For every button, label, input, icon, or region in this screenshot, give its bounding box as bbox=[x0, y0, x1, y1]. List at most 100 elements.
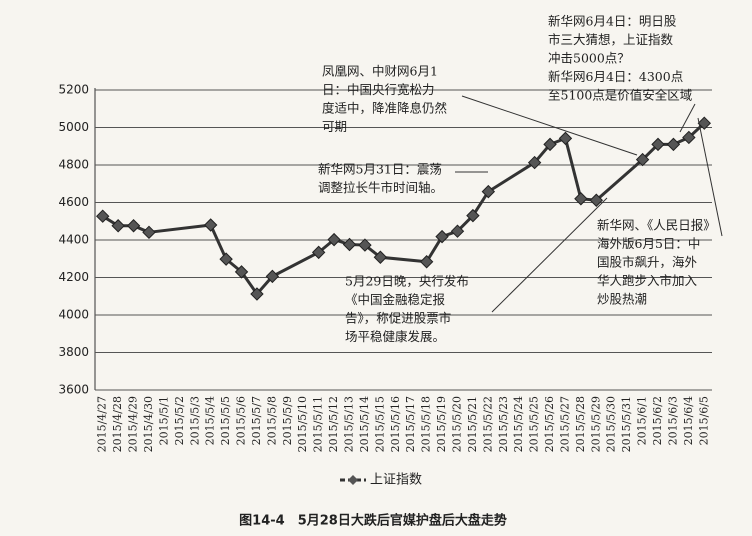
gap-connector bbox=[148, 223, 211, 234]
x-tick-label: 2015/5/1 bbox=[157, 396, 170, 445]
x-tick-label: 2015/5/27 bbox=[558, 396, 571, 452]
data-marker bbox=[373, 250, 388, 264]
data-marker bbox=[481, 184, 496, 199]
data-marker bbox=[527, 155, 542, 170]
y-tick-label: 4000 bbox=[58, 308, 89, 322]
x-tick-label: 2015/5/3 bbox=[188, 396, 201, 445]
data-marker bbox=[666, 137, 681, 152]
data-marker bbox=[126, 219, 141, 233]
y-tick-label: 5000 bbox=[58, 120, 89, 134]
data-marker bbox=[574, 192, 588, 206]
x-tick-label: 2015/5/12 bbox=[327, 396, 340, 452]
x-tick-label: 2015/6/4 bbox=[682, 396, 695, 445]
x-tick-label: 2015/5/22 bbox=[481, 396, 494, 452]
x-tick-label: 2015/5/14 bbox=[358, 396, 371, 452]
x-tick-label: 2015/6/5 bbox=[697, 396, 710, 445]
annotation-leader bbox=[679, 103, 696, 133]
x-tick-label: 2015/5/16 bbox=[389, 396, 402, 452]
data-marker bbox=[142, 225, 156, 240]
x-tick-label: 2015/4/29 bbox=[127, 396, 140, 452]
y-tick-label: 4200 bbox=[58, 270, 89, 284]
y-tick-label: 3600 bbox=[58, 383, 89, 397]
data-marker bbox=[419, 255, 434, 269]
annotation-text: 告》，称促进股票市 bbox=[345, 311, 451, 326]
data-marker bbox=[682, 130, 696, 145]
x-tick-label: 2015/5/28 bbox=[574, 396, 587, 452]
data-marker bbox=[358, 238, 372, 252]
gap-connector bbox=[380, 255, 427, 264]
x-tick-label: 2015/4/27 bbox=[96, 396, 109, 452]
annotation-text: 至5100点是价值安全区域 bbox=[548, 88, 692, 103]
annotation-text: 华人跑步入市加入 bbox=[597, 273, 698, 288]
x-tick-label: 2015/5/13 bbox=[343, 396, 356, 452]
data-marker bbox=[466, 208, 480, 223]
x-tick-label: 2015/5/9 bbox=[281, 396, 294, 445]
x-tick-label: 2015/5/17 bbox=[404, 396, 417, 452]
y-tick-label: 4600 bbox=[58, 195, 89, 209]
annotation-text: 可期 bbox=[322, 119, 347, 134]
x-tick-label: 2015/5/23 bbox=[497, 396, 510, 452]
annotation-text: 炒股热潮 bbox=[597, 292, 647, 307]
x-tick-label: 2015/5/15 bbox=[373, 396, 386, 452]
data-marker bbox=[651, 137, 665, 152]
annotation-text: 度适中，降准降息仍然 bbox=[322, 101, 447, 116]
x-tick-label: 2015/5/21 bbox=[466, 396, 479, 452]
data-marker bbox=[435, 229, 449, 244]
annotation-text: 凤凰网、中财网6月1 bbox=[322, 64, 438, 79]
gap-connector bbox=[271, 251, 320, 278]
x-tick-label: 2015/4/30 bbox=[142, 396, 155, 452]
annotation-text: 日：中国央行宽松力 bbox=[322, 82, 435, 97]
x-tick-label: 2015/6/2 bbox=[651, 396, 664, 445]
chart-caption: 图14-4 5月28日大跌后官媒护盘后大盘走势 bbox=[239, 513, 507, 529]
x-tick-label: 2015/5/2 bbox=[173, 396, 186, 445]
annotation-text: 市三大猜想，上证指数 bbox=[548, 32, 674, 47]
annotation-leader bbox=[491, 197, 608, 313]
annotation-text: 新华网、《人民日报》 bbox=[597, 218, 716, 233]
data-marker bbox=[558, 131, 573, 146]
x-tick-label: 2015/5/7 bbox=[250, 396, 263, 445]
legend-marker bbox=[348, 475, 358, 485]
x-tick-label: 2015/5/10 bbox=[296, 396, 309, 452]
x-tick-label: 2015/5/4 bbox=[204, 396, 217, 445]
data-marker bbox=[219, 252, 233, 266]
x-tick-label: 2015/6/1 bbox=[636, 396, 649, 445]
x-tick-label: 2015/6/3 bbox=[666, 396, 679, 445]
x-tick-label: 2015/5/11 bbox=[312, 396, 325, 452]
annotation-text: 5月29日晚，央行发布 bbox=[345, 274, 469, 289]
x-tick-label: 2015/5/19 bbox=[435, 396, 448, 452]
y-tick-label: 3800 bbox=[58, 345, 89, 359]
annotation-text: 场平稳健康发展。 bbox=[345, 329, 445, 344]
x-tick-label: 2015/5/25 bbox=[528, 396, 541, 452]
x-tick-label: 2015/5/29 bbox=[589, 396, 602, 452]
data-marker bbox=[327, 232, 341, 247]
y-tick-label: 4400 bbox=[58, 233, 89, 247]
gap-connector bbox=[487, 161, 536, 193]
annotation-text: 海外版6月5日：中 bbox=[597, 236, 700, 251]
x-tick-label: 2015/5/18 bbox=[420, 396, 433, 452]
series-line bbox=[101, 214, 150, 234]
data-marker bbox=[111, 219, 125, 233]
legend-label: 上证指数 bbox=[370, 473, 422, 488]
data-marker bbox=[543, 137, 557, 152]
x-tick-label: 2015/5/30 bbox=[605, 396, 618, 452]
annotation-text: 调整拉长牛市时间轴。 bbox=[318, 180, 443, 195]
data-marker bbox=[697, 116, 711, 130]
x-tick-label: 2015/5/24 bbox=[512, 396, 525, 452]
data-marker bbox=[250, 287, 264, 301]
annotation-text: 《中国金融稳定报 bbox=[345, 292, 446, 307]
x-tick-label: 2015/5/6 bbox=[235, 396, 248, 445]
annotation-leader bbox=[697, 117, 723, 237]
data-marker bbox=[203, 218, 218, 232]
y-tick-label: 4800 bbox=[58, 158, 89, 172]
annotation-text: 国股市飙升，海外 bbox=[597, 255, 698, 270]
data-marker bbox=[635, 152, 650, 167]
x-tick-label: 2015/5/31 bbox=[620, 396, 633, 452]
data-marker bbox=[450, 224, 465, 238]
data-marker bbox=[234, 265, 249, 279]
annotation-text: 新华网5月31日：震荡 bbox=[318, 162, 442, 177]
annotation-text: 冲击5000点？ bbox=[548, 51, 630, 66]
data-marker bbox=[311, 245, 326, 260]
data-marker bbox=[342, 237, 357, 252]
gap-connector bbox=[595, 158, 644, 202]
